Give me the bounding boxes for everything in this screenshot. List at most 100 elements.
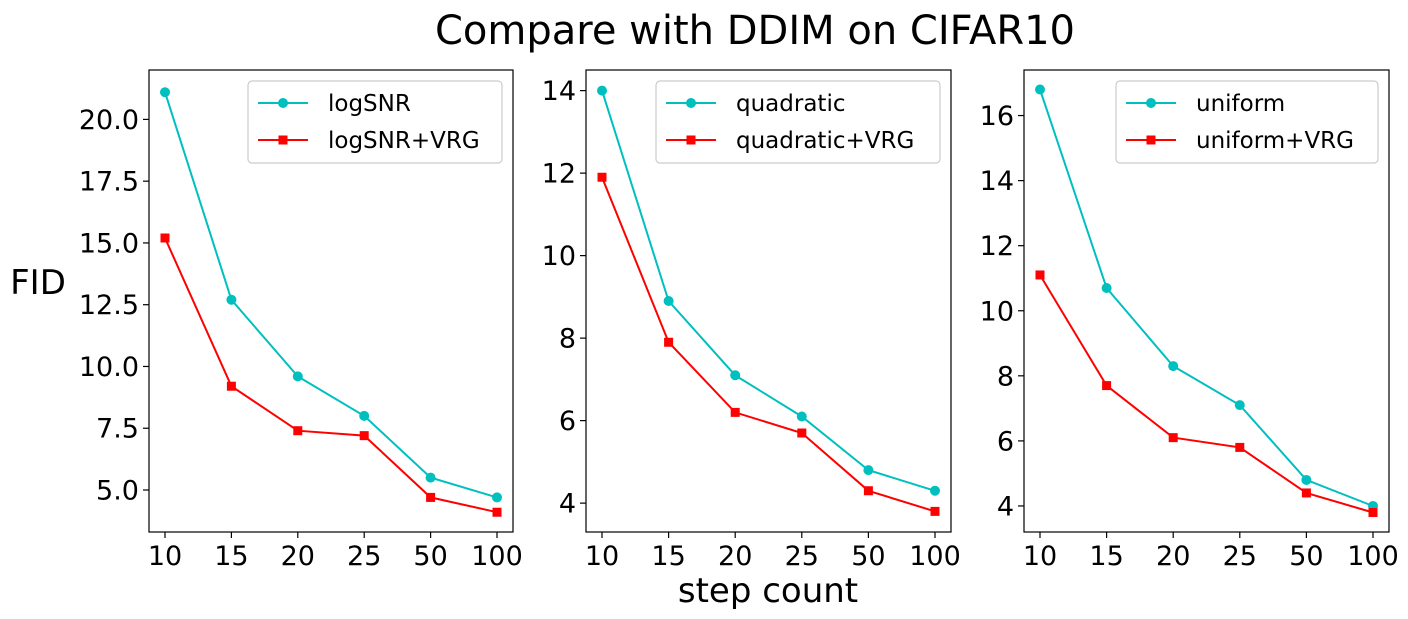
series-line-1 xyxy=(601,90,936,492)
data-point xyxy=(359,431,369,441)
data-point xyxy=(1035,84,1045,95)
data-point xyxy=(492,507,502,517)
figure-title: Compare with DDIM on CIFAR10 xyxy=(435,8,1075,54)
plot-frame xyxy=(585,69,952,533)
y-tick-label: 12 xyxy=(542,159,576,190)
x-tick-label: 10 xyxy=(1023,541,1057,572)
x-tick-label: 100 xyxy=(909,541,961,572)
y-axis-label: FID xyxy=(10,263,66,303)
data-point xyxy=(1035,270,1045,280)
y-tick-label: 10 xyxy=(980,296,1014,327)
legend-marker xyxy=(278,98,288,108)
series-line-2 xyxy=(164,237,498,514)
series-line-2 xyxy=(601,176,936,513)
data-point xyxy=(492,492,502,503)
legend-marker xyxy=(278,135,288,145)
data-point xyxy=(730,370,741,381)
data-point xyxy=(797,428,807,438)
y-tick-label: 4 xyxy=(559,489,576,520)
data-point xyxy=(664,337,674,347)
y-tick-label: 10 xyxy=(542,241,576,272)
data-point xyxy=(597,85,607,96)
x-axis-label: step count xyxy=(678,571,858,611)
y-tick-label: 8 xyxy=(997,361,1014,392)
legend-box xyxy=(1115,80,1379,164)
y-tick-label: 4 xyxy=(997,491,1014,522)
data-point xyxy=(863,465,874,476)
data-point xyxy=(226,381,236,391)
y-tick-label: 14 xyxy=(980,166,1014,197)
x-tick-label: 10 xyxy=(148,541,182,572)
series-line-1 xyxy=(1039,89,1374,507)
y-tick-label: 12 xyxy=(980,231,1014,262)
legend-box xyxy=(655,80,941,164)
legend-label: uniform xyxy=(1196,91,1285,117)
data-point xyxy=(425,472,436,483)
x-tick-label: 15 xyxy=(651,541,685,572)
data-point xyxy=(1235,442,1245,452)
x-tick-label: 20 xyxy=(1156,541,1190,572)
legend-marker xyxy=(1146,98,1156,108)
y-tick-label: 6 xyxy=(559,406,576,437)
data-point xyxy=(930,506,940,516)
y-tick-label: 17.5 xyxy=(79,167,139,198)
x-tick-label: 50 xyxy=(1289,541,1323,572)
legend-marker xyxy=(686,98,696,108)
data-point xyxy=(1168,361,1179,372)
x-tick-label: 100 xyxy=(1347,541,1399,572)
legend-marker xyxy=(686,135,696,145)
x-tick-label: 15 xyxy=(1089,541,1123,572)
y-tick-label: 16 xyxy=(980,101,1014,132)
series-line-2 xyxy=(1039,274,1374,514)
data-point xyxy=(663,296,674,306)
data-point xyxy=(863,486,873,496)
legend-label: uniform+VRG xyxy=(1196,128,1354,154)
legend: logSNR logSNR+VRG xyxy=(247,80,503,164)
data-point xyxy=(226,294,237,305)
data-point xyxy=(1368,507,1378,517)
data-point xyxy=(160,87,170,98)
legend: uniform uniform+VRG xyxy=(1115,80,1379,164)
y-tick-label: 7.5 xyxy=(96,414,139,445)
plot-frame xyxy=(148,69,514,533)
data-point xyxy=(1234,400,1245,411)
y-tick-label: 6 xyxy=(997,426,1014,457)
x-tick-label: 25 xyxy=(785,541,819,572)
legend-label: quadratic xyxy=(736,91,845,117)
data-point xyxy=(359,410,370,421)
x-tick-label: 25 xyxy=(1223,541,1257,572)
data-point xyxy=(730,407,740,417)
chart-panel-1: 10 15 20 25 50 100 5.0 7.5 10.0 12.5 15.0 17.5 20.0 l… xyxy=(79,69,523,572)
legend-marker xyxy=(1146,135,1156,145)
y-tick-label: 20.0 xyxy=(79,105,139,136)
legend-label: quadratic+VRG xyxy=(736,128,914,154)
series-line-1 xyxy=(164,91,498,499)
data-point xyxy=(1101,282,1112,293)
chart-panels: 10 15 20 25 50 100 5.0 7.5 10.0 12.5 15.0 17.5 20.0 l… xyxy=(79,69,1399,572)
legend: quadratic quadratic+VRG xyxy=(655,80,941,164)
x-tick-label: 15 xyxy=(214,541,248,572)
legend-label: logSNR xyxy=(328,91,411,117)
x-tick-label: 100 xyxy=(471,541,523,572)
y-tick-label: 14 xyxy=(542,76,576,107)
legend-label: logSNR+VRG xyxy=(328,128,480,154)
data-point xyxy=(1102,381,1112,391)
data-point xyxy=(796,411,807,422)
y-tick-label: 12.5 xyxy=(79,290,139,321)
x-tick-label: 25 xyxy=(347,541,381,572)
plot-frame xyxy=(1023,69,1390,533)
y-tick-label: 10.0 xyxy=(79,352,139,383)
data-point xyxy=(597,172,607,182)
y-tick-label: 5.0 xyxy=(96,476,139,507)
data-point xyxy=(160,233,170,243)
x-tick-label: 50 xyxy=(413,541,447,572)
data-point xyxy=(426,492,436,502)
data-point xyxy=(930,485,940,496)
data-point xyxy=(1301,474,1312,485)
x-tick-label: 20 xyxy=(718,541,752,572)
data-point xyxy=(293,426,303,436)
chart-panel-3: 10 15 20 25 50 100 4 6 8 10 12 14 16 uniform uniform+V… xyxy=(980,69,1399,572)
x-tick-label: 50 xyxy=(851,541,885,572)
